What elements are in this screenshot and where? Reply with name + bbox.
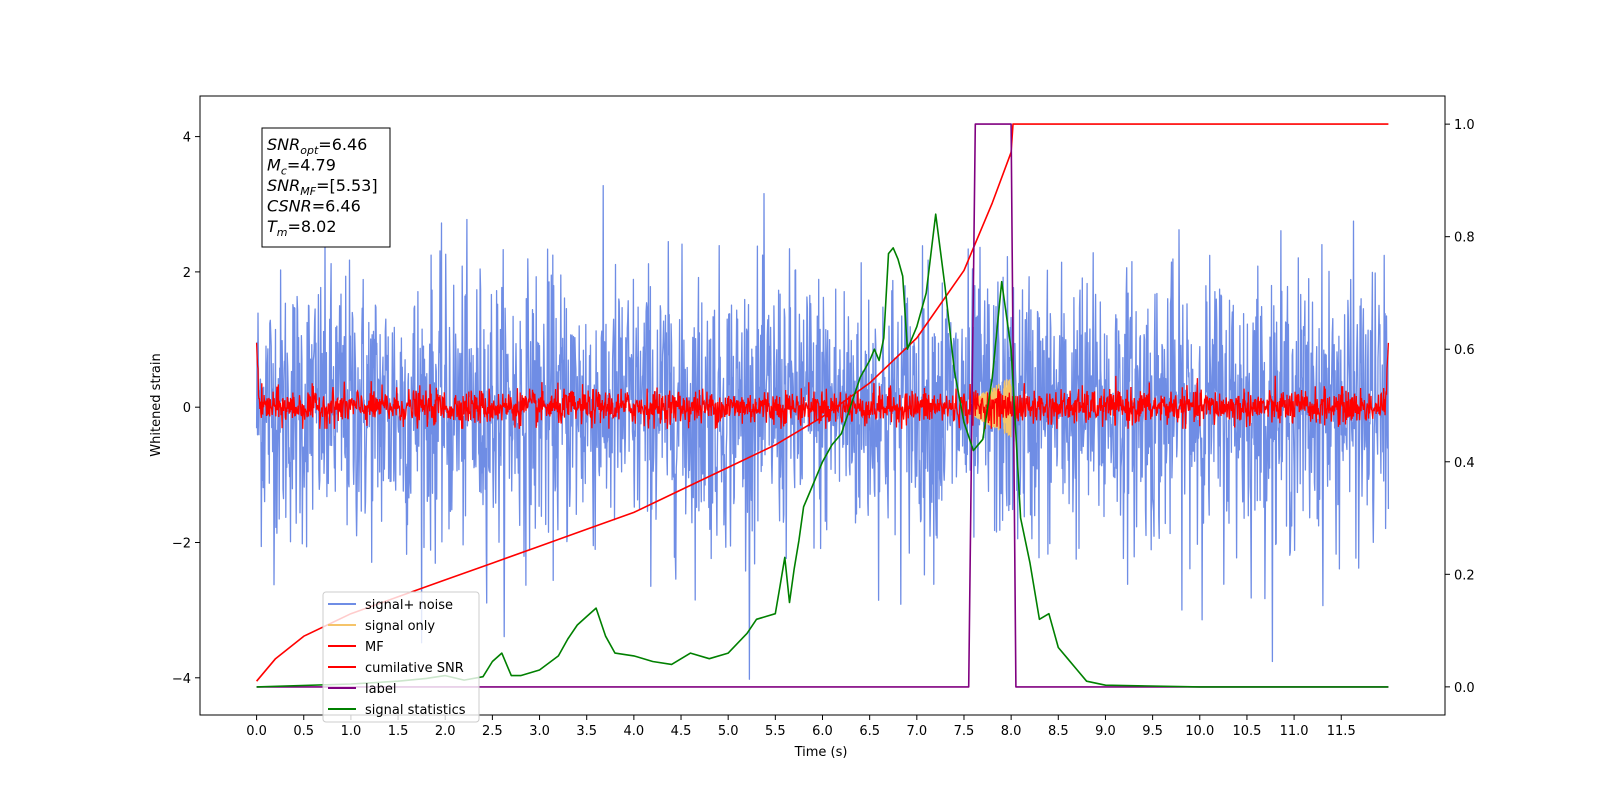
annotation-line: Mc=4.79 bbox=[267, 156, 336, 178]
legend-label: signal+ noise bbox=[365, 598, 453, 613]
x-tick-label: 1.5 bbox=[388, 724, 409, 739]
y-right-tick-label: 0.4 bbox=[1454, 456, 1475, 471]
x-tick-label: 10.5 bbox=[1232, 724, 1261, 739]
legend-label: cumilative SNR bbox=[365, 661, 464, 676]
x-tick-label: 7.0 bbox=[906, 724, 927, 739]
y-right-tick-label: 1.0 bbox=[1454, 118, 1475, 133]
series-signal-statistics bbox=[256, 213, 1389, 688]
x-axis-label: Time (s) bbox=[794, 745, 848, 760]
y-right-tick-label: 0.6 bbox=[1454, 343, 1475, 358]
annotation-line: SNRopt=6.46 bbox=[267, 135, 367, 157]
ticks: 0.0 0.5 1.0 1.5 2.0 2.5 3.0 3.5 4.0 4.5 5.0 5.5 6.0 6… bbox=[172, 118, 1475, 739]
x-tick-label: 6.0 bbox=[812, 724, 833, 739]
annotation-frame bbox=[261, 127, 391, 248]
legend-label: label bbox=[365, 682, 396, 697]
y-left-tick-label: 2 bbox=[183, 266, 191, 281]
x-tick-label: 0.0 bbox=[246, 724, 267, 739]
y-right-tick-label: 0.2 bbox=[1454, 568, 1475, 583]
y-left-tick-label: 4 bbox=[183, 131, 191, 146]
legend-label: signal statistics bbox=[365, 703, 466, 718]
series-signal-noise bbox=[255, 184, 1390, 680]
x-tick-label: 2.0 bbox=[435, 724, 456, 739]
x-tick-label: 6.5 bbox=[859, 724, 880, 739]
annotation-line: Tm=8.02 bbox=[267, 217, 337, 239]
legend-label: MF bbox=[365, 640, 384, 655]
x-tick-label: 11.5 bbox=[1327, 724, 1356, 739]
series-label bbox=[256, 123, 1389, 688]
y-left-tick-label: 0 bbox=[183, 401, 191, 416]
x-tick-label: 9.0 bbox=[1095, 724, 1116, 739]
y-right-tick-label: 0.8 bbox=[1454, 231, 1475, 246]
x-tick-label: 4.0 bbox=[624, 724, 645, 739]
x-tick-label: 5.5 bbox=[765, 724, 786, 739]
x-tick-label: 2.5 bbox=[482, 724, 503, 739]
x-tick-label: 5.0 bbox=[718, 724, 739, 739]
x-tick-label: 8.0 bbox=[1001, 724, 1022, 739]
y-left-tick-label: −4 bbox=[172, 672, 191, 687]
annotation-box: SNRopt=6.46Mc=4.79SNRMF=[5.53]CSNR=6.46T… bbox=[261, 127, 391, 248]
x-tick-label: 0.5 bbox=[293, 724, 314, 739]
x-tick-label: 3.5 bbox=[576, 724, 597, 739]
x-tick-label: 4.5 bbox=[671, 724, 692, 739]
annotation-line: SNRMF=[5.53] bbox=[267, 176, 378, 198]
y-left-tick-label: −2 bbox=[172, 536, 191, 551]
x-tick-label: 10.0 bbox=[1185, 724, 1214, 739]
x-tick-label: 8.5 bbox=[1048, 724, 1069, 739]
legend-label: signal only bbox=[365, 619, 435, 634]
x-tick-label: 7.5 bbox=[954, 724, 975, 739]
annotation-line: CSNR=6.46 bbox=[267, 197, 361, 216]
legend-frame bbox=[322, 591, 480, 723]
x-tick-label: 9.5 bbox=[1142, 724, 1163, 739]
x-tick-label: 1.0 bbox=[341, 724, 362, 739]
y-right-tick-label: 0.0 bbox=[1454, 681, 1475, 696]
legend: signal+ noise signal only MF cumilative SNR… bbox=[322, 591, 480, 723]
x-tick-label: 11.0 bbox=[1280, 724, 1309, 739]
series-mf bbox=[255, 342, 1390, 429]
x-tick-label: 3.0 bbox=[529, 724, 550, 739]
y-axis-label: Whitened strain bbox=[149, 353, 164, 456]
